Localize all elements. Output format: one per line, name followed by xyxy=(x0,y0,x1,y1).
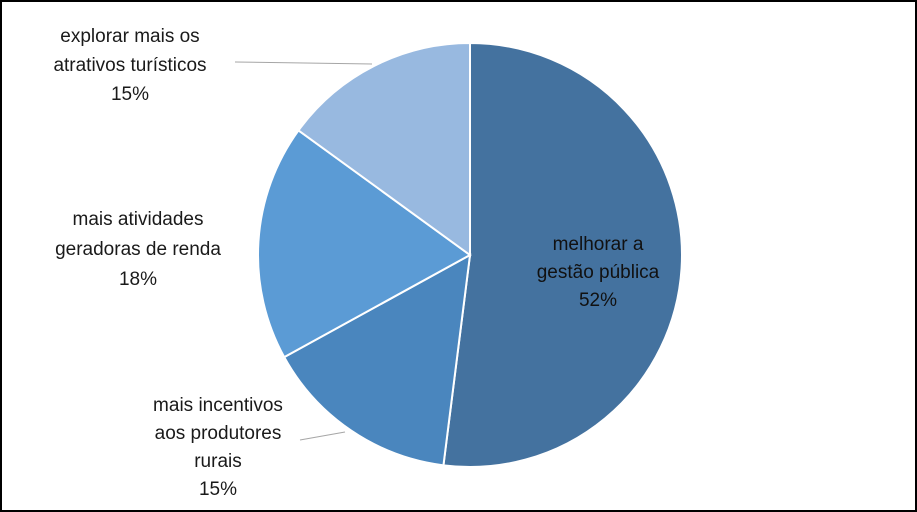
slice-label-line: aos produtores xyxy=(155,423,282,444)
pie-slice-4 xyxy=(297,41,471,257)
pie-slice-1 xyxy=(442,41,683,468)
slice-label-1: melhorar a gestão pública 52% xyxy=(537,234,660,311)
slice-percent-4: 15% xyxy=(111,84,149,105)
slice-label-line: mais atividades xyxy=(73,209,204,230)
slice-label-line: gestão pública xyxy=(537,262,660,283)
slice-percent-2: 15% xyxy=(199,479,237,500)
pie-slice-3 xyxy=(257,128,472,359)
slice-label-2: mais incentivos aos produtores rurais 15% xyxy=(153,395,283,500)
slice-percent-3: 18% xyxy=(119,269,157,290)
leader-line-2 xyxy=(299,431,346,441)
slice-label-line: mais incentivos xyxy=(153,395,283,416)
slice-label-line: explorar mais os xyxy=(60,26,199,47)
slice-label-line: rurais xyxy=(194,451,242,472)
slice-label-line: atrativos turísticos xyxy=(53,55,206,76)
slice-percent-1: 52% xyxy=(579,290,617,311)
pie-slice-2 xyxy=(282,253,472,467)
slice-label-line: melhorar a xyxy=(553,234,644,255)
slice-label-4: explorar mais os atrativos turísticos 15% xyxy=(53,26,206,105)
leader-line-4 xyxy=(234,61,373,65)
slice-label-3: mais atividades geradoras de renda 18% xyxy=(55,209,221,290)
slice-label-line: geradoras de renda xyxy=(55,239,221,260)
